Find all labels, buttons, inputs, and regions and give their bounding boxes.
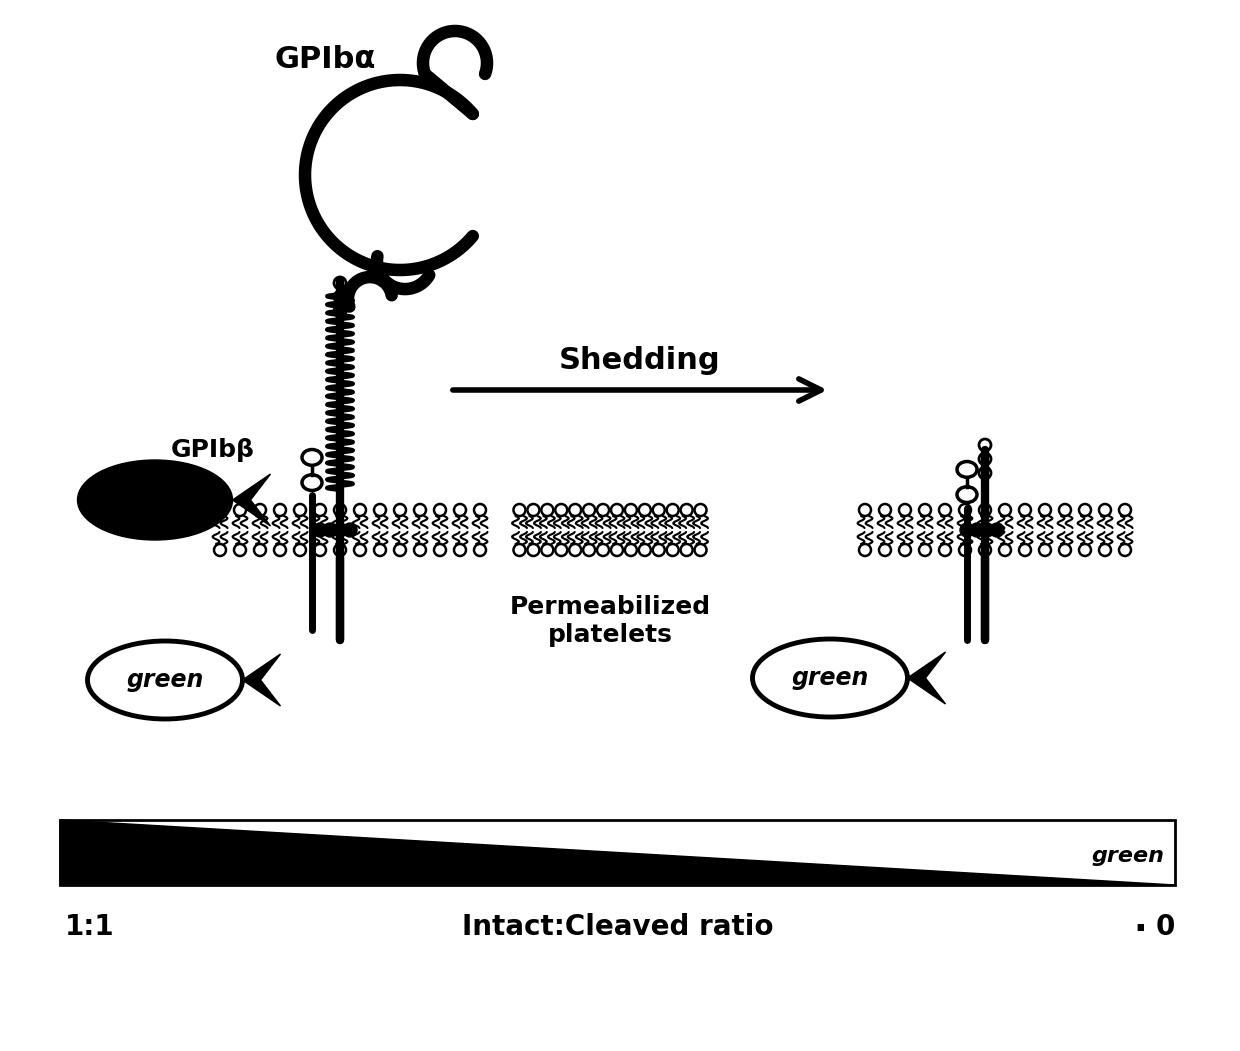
Polygon shape [60,820,1176,885]
Polygon shape [233,474,270,526]
Circle shape [980,523,994,537]
Circle shape [960,523,973,537]
Polygon shape [908,652,945,704]
Bar [60,820,1176,885]
Text: GPIbβ: GPIbβ [171,438,255,462]
Bar [60,820,1176,885]
Ellipse shape [77,460,233,540]
Text: 0: 0 [1156,913,1176,941]
Circle shape [970,523,985,537]
Text: Intact:Cleaved ratio: Intact:Cleaved ratio [461,913,774,941]
Text: Shedding: Shedding [559,346,720,375]
Polygon shape [243,654,280,706]
Text: Permeabilized
platelets: Permeabilized platelets [510,595,711,646]
Circle shape [990,523,1004,537]
Circle shape [343,523,357,537]
Text: green: green [791,666,869,691]
Text: green: green [126,668,203,692]
Circle shape [322,523,337,537]
Text: 1:1: 1:1 [64,913,114,941]
Circle shape [312,523,327,537]
Text: green: green [1092,845,1166,866]
Circle shape [334,523,347,537]
Text: ·: · [1133,913,1147,947]
Text: GPIbα: GPIbα [274,45,376,74]
